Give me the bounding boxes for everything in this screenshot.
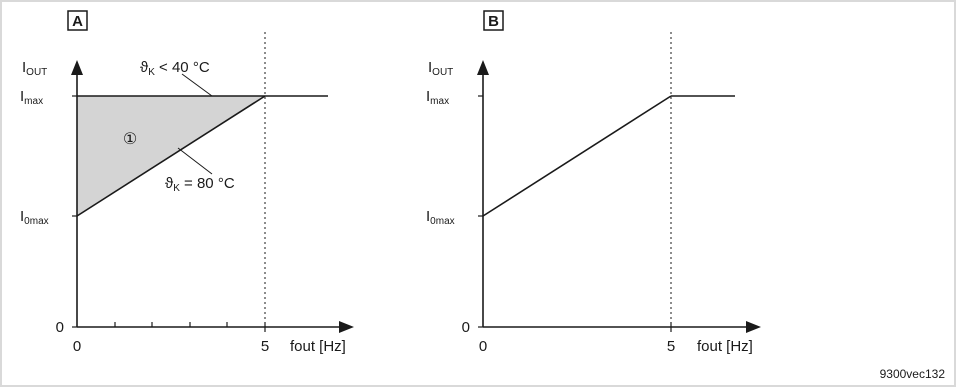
panel-b-letter-box <box>483 10 504 31</box>
panel-a-letter: A <box>72 13 83 30</box>
panel-b-y-axis-title: IOUT <box>428 59 453 78</box>
panel-a-y-label-zero: 0 <box>56 319 64 336</box>
panel-a-letter-box <box>67 10 88 31</box>
panel-b-y-label-max: Imax <box>426 88 449 107</box>
panel-b-curve-ramp <box>482 95 672 217</box>
panel-a-y-label-0max: I0max <box>20 208 49 227</box>
panel-a-y-label-max: Imax <box>20 88 43 107</box>
panel-b-x-label-5: 5 <box>667 338 675 355</box>
figure-id: 9300vec132 <box>880 367 946 381</box>
panel-a: A IOUT Im <box>20 10 354 355</box>
panel-a-x-axis-arrow <box>339 321 354 333</box>
panel-a-curve-label-80c: ϑK = 80 °C <box>165 175 235 194</box>
panel-a-x-axis-title: fout [Hz] <box>290 338 346 355</box>
panel-b-x-axis-arrow <box>746 321 761 333</box>
panel-a-leader-40c <box>181 73 213 97</box>
panel-a-curve-80c <box>76 95 266 217</box>
panel-a-x-ticks <box>114 322 266 332</box>
panel-b-y-label-0max: I0max <box>426 208 455 227</box>
panel-b: B IOUT Imax I0max 0 0 5 fout [Hz] <box>426 10 761 355</box>
panel-b-x-label-0: 0 <box>479 338 487 355</box>
panel-a-x-label-0: 0 <box>73 338 81 355</box>
panel-a-leader-80c <box>177 147 213 175</box>
panel-b-letter: B <box>488 13 499 30</box>
panel-a-y-axis-arrow <box>71 60 83 75</box>
panel-a-y-axis-title: IOUT <box>22 59 47 78</box>
panel-b-x-axis-title: fout [Hz] <box>697 338 753 355</box>
panel-a-area-marker: ① <box>123 131 137 148</box>
panel-b-y-label-zero: 0 <box>462 319 470 336</box>
panel-b-y-axis-arrow <box>477 60 489 75</box>
panel-a-curve-label-40c: ϑK < 40 °C <box>140 59 210 78</box>
panel-a-x-label-5: 5 <box>261 338 269 355</box>
